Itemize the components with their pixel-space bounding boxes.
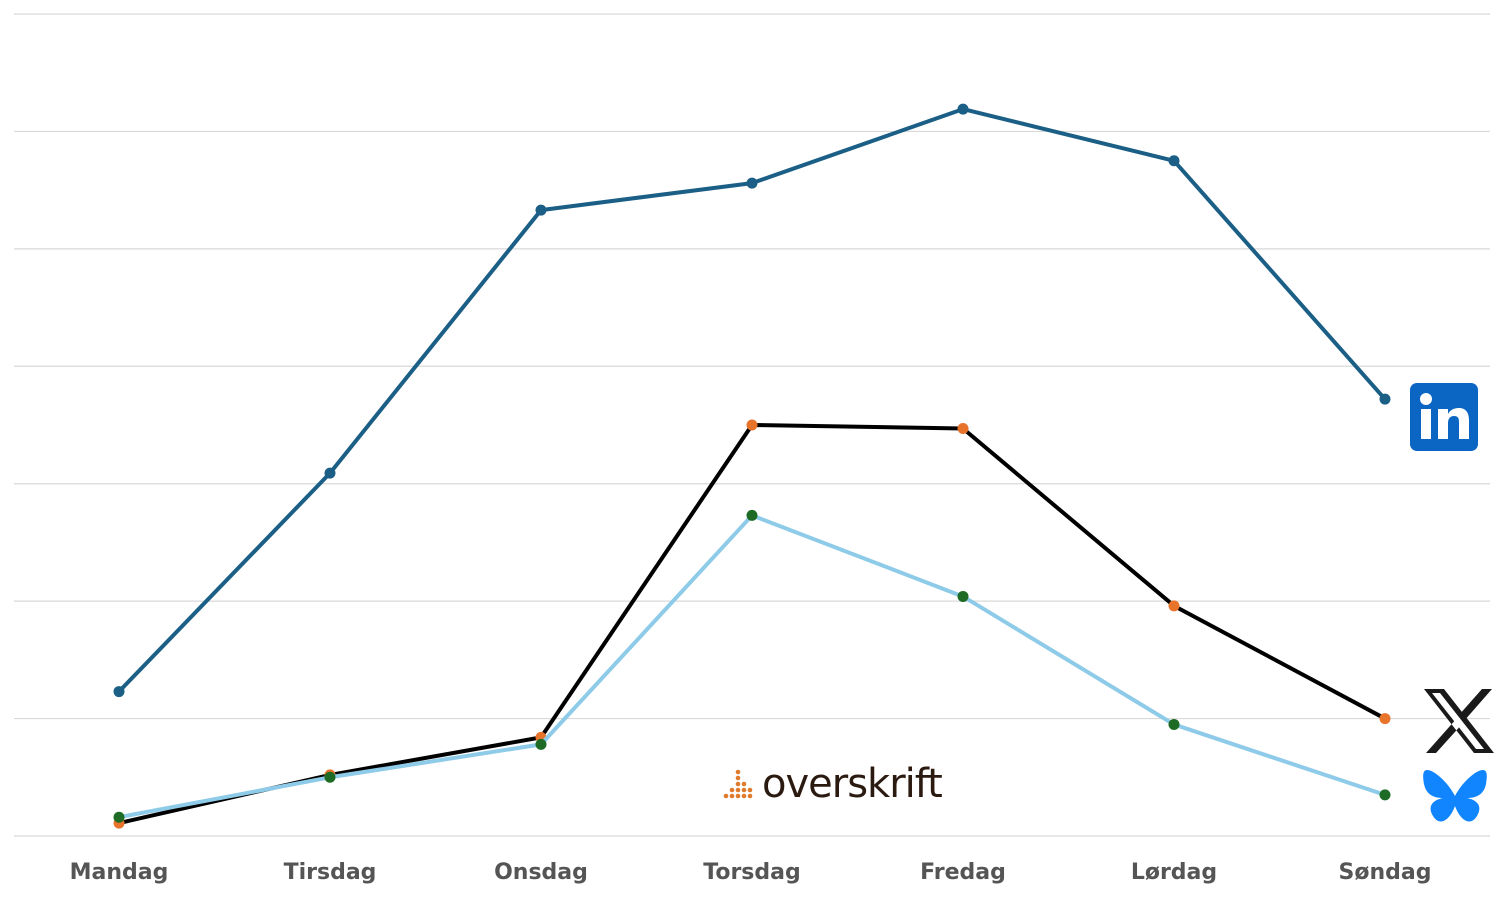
logo-dot [735, 775, 741, 781]
series-line [117, 423, 1387, 826]
data-point [113, 686, 125, 698]
series-x [113, 419, 1391, 829]
data-point [1379, 713, 1391, 725]
gridlines [14, 13, 1490, 837]
overskrift-logo: overskrift [723, 761, 943, 807]
x-icon [1424, 689, 1494, 753]
data-point [1168, 155, 1180, 167]
data-point [113, 811, 125, 823]
x-tick-label: Søndag [1339, 860, 1432, 885]
x-tick-label: Lørdag [1131, 860, 1217, 885]
logo-dot [747, 793, 753, 799]
data-point [746, 509, 758, 521]
x-tick-label: Onsdag [494, 860, 588, 885]
logo-text: overskrift [762, 761, 942, 807]
data-point [957, 103, 969, 115]
series-line [117, 513, 1387, 820]
series-lines [113, 103, 1391, 829]
logo-dot [735, 787, 741, 793]
series-linkedin [113, 103, 1391, 698]
data-point [324, 771, 336, 783]
x-tick-label: Mandag [70, 860, 169, 885]
logo-dot [729, 793, 735, 799]
logo-dot [741, 793, 747, 799]
logo-dot [723, 793, 729, 799]
linkedin-icon [1410, 383, 1478, 451]
x-axis-tick-labels: Mandag Tirsdag Onsdag Torsdag Fredag Lørdag Sø… [70, 860, 1432, 885]
x-tick-label: Tirsdag [284, 860, 377, 885]
data-point [957, 423, 969, 435]
data-point [1379, 789, 1391, 801]
logo-dot [741, 787, 747, 793]
logo-dot [729, 787, 735, 793]
logo-dots-icon [723, 769, 753, 799]
data-point [1379, 393, 1391, 405]
logo-dot [741, 781, 747, 787]
x-tick-label: Torsdag [703, 860, 801, 885]
data-point [746, 419, 758, 431]
series-bluesky [113, 509, 1391, 823]
bluesky-icon [1423, 770, 1487, 822]
data-point [535, 738, 547, 750]
data-point [957, 590, 969, 602]
data-point [535, 204, 547, 216]
logo-dot [735, 793, 741, 799]
series-line [117, 107, 1387, 694]
logo-dot [735, 769, 741, 775]
data-point [746, 177, 758, 189]
logo-dot [735, 781, 741, 787]
data-point [1168, 600, 1180, 612]
x-tick-label: Fredag [920, 860, 1006, 885]
logo-dot [747, 787, 753, 793]
data-point [324, 467, 336, 479]
data-point [1168, 718, 1180, 730]
